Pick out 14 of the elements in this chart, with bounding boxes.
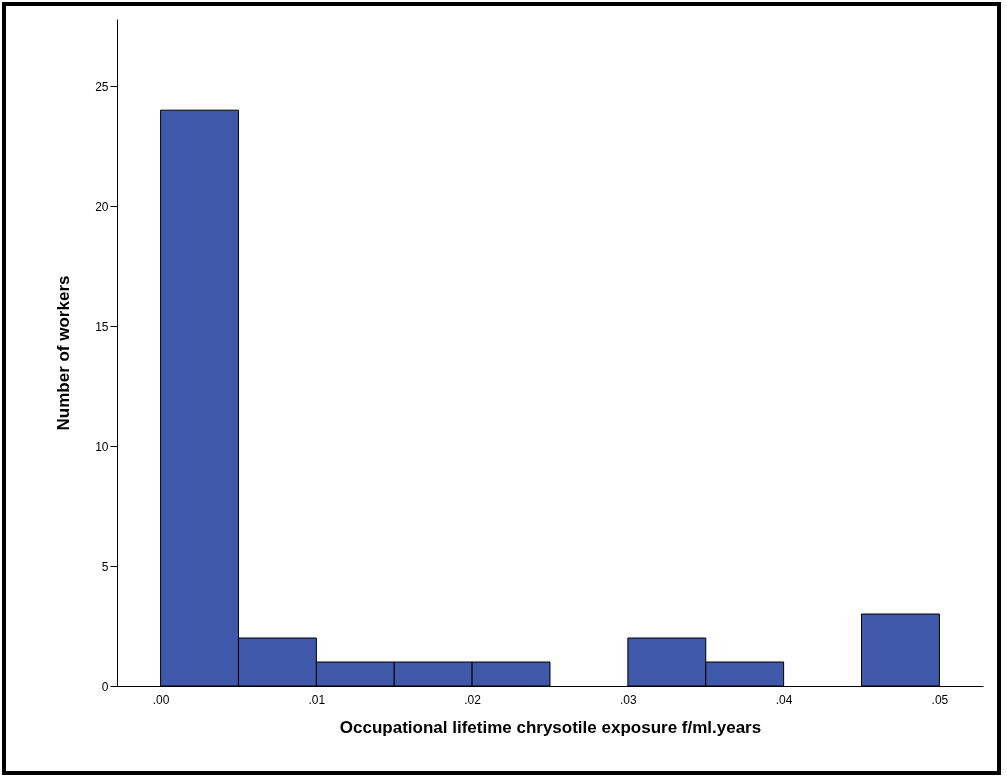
x-tick-label: .05	[931, 692, 949, 707]
x-axis-title: Occupational lifetime chrysotile exposure f/ml.years	[339, 717, 762, 737]
y-tick-label: 10	[95, 439, 109, 454]
x-tick-label: .04	[775, 692, 793, 707]
y-tick-label: 5	[101, 559, 109, 574]
x-tick-label: .02	[464, 692, 482, 707]
y-tick-label: 25	[95, 79, 109, 94]
x-tick-label: .00	[152, 692, 170, 707]
y-tick-label: 20	[95, 199, 109, 214]
y-tick-label: 15	[95, 319, 109, 334]
y-tick-label: 0	[101, 679, 109, 694]
x-tick-label: .03	[620, 692, 638, 707]
y-axis-title: Number of workers	[54, 275, 74, 431]
x-tick-label: .01	[308, 692, 326, 707]
